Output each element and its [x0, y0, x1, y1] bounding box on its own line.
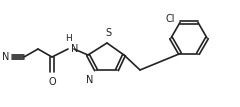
Text: O: O	[48, 77, 56, 87]
Text: N: N	[2, 52, 9, 62]
Text: H: H	[66, 34, 72, 43]
Text: N: N	[71, 44, 78, 54]
Text: N: N	[86, 75, 93, 85]
Text: Cl: Cl	[166, 14, 175, 24]
Text: S: S	[105, 28, 111, 38]
